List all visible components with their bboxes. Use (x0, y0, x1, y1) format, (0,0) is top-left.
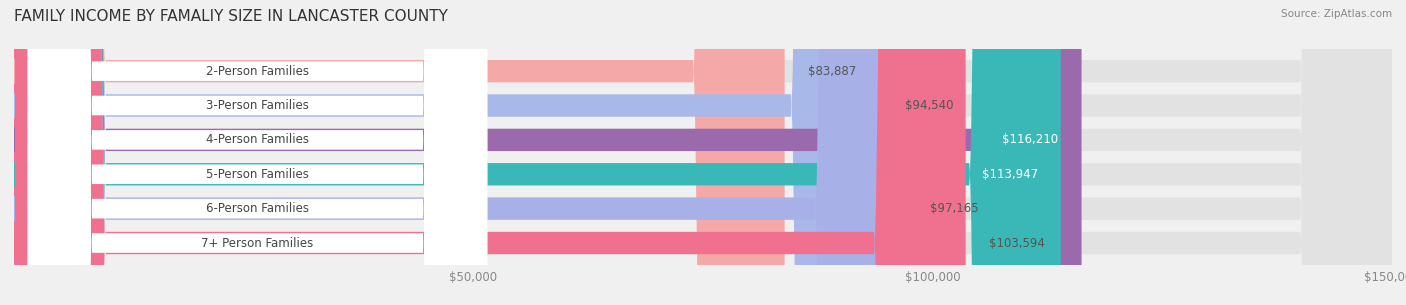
Text: $83,887: $83,887 (807, 65, 856, 78)
FancyBboxPatch shape (28, 0, 486, 305)
Text: 3-Person Families: 3-Person Families (207, 99, 309, 112)
FancyBboxPatch shape (14, 0, 1392, 305)
FancyBboxPatch shape (14, 0, 1392, 305)
FancyBboxPatch shape (14, 0, 966, 305)
Text: 7+ Person Families: 7+ Person Families (201, 236, 314, 249)
Text: FAMILY INCOME BY FAMALIY SIZE IN LANCASTER COUNTY: FAMILY INCOME BY FAMALIY SIZE IN LANCAST… (14, 9, 449, 24)
FancyBboxPatch shape (14, 0, 1392, 305)
FancyBboxPatch shape (28, 0, 486, 305)
Text: $116,210: $116,210 (1002, 133, 1059, 146)
FancyBboxPatch shape (14, 0, 1060, 305)
Text: $113,947: $113,947 (981, 168, 1038, 181)
FancyBboxPatch shape (14, 0, 1392, 305)
Text: 5-Person Families: 5-Person Families (207, 168, 309, 181)
FancyBboxPatch shape (28, 0, 486, 305)
FancyBboxPatch shape (14, 0, 907, 305)
FancyBboxPatch shape (14, 0, 785, 305)
FancyBboxPatch shape (14, 0, 1081, 305)
Text: Source: ZipAtlas.com: Source: ZipAtlas.com (1281, 9, 1392, 19)
Text: 2-Person Families: 2-Person Families (207, 65, 309, 78)
FancyBboxPatch shape (14, 0, 1392, 305)
FancyBboxPatch shape (28, 0, 486, 305)
Text: $94,540: $94,540 (905, 99, 953, 112)
Text: 4-Person Families: 4-Person Families (207, 133, 309, 146)
FancyBboxPatch shape (14, 0, 1392, 305)
Text: 6-Person Families: 6-Person Families (207, 202, 309, 215)
Text: $103,594: $103,594 (988, 236, 1045, 249)
Text: $97,165: $97,165 (929, 202, 979, 215)
FancyBboxPatch shape (28, 0, 486, 305)
FancyBboxPatch shape (28, 0, 486, 305)
FancyBboxPatch shape (14, 0, 883, 305)
